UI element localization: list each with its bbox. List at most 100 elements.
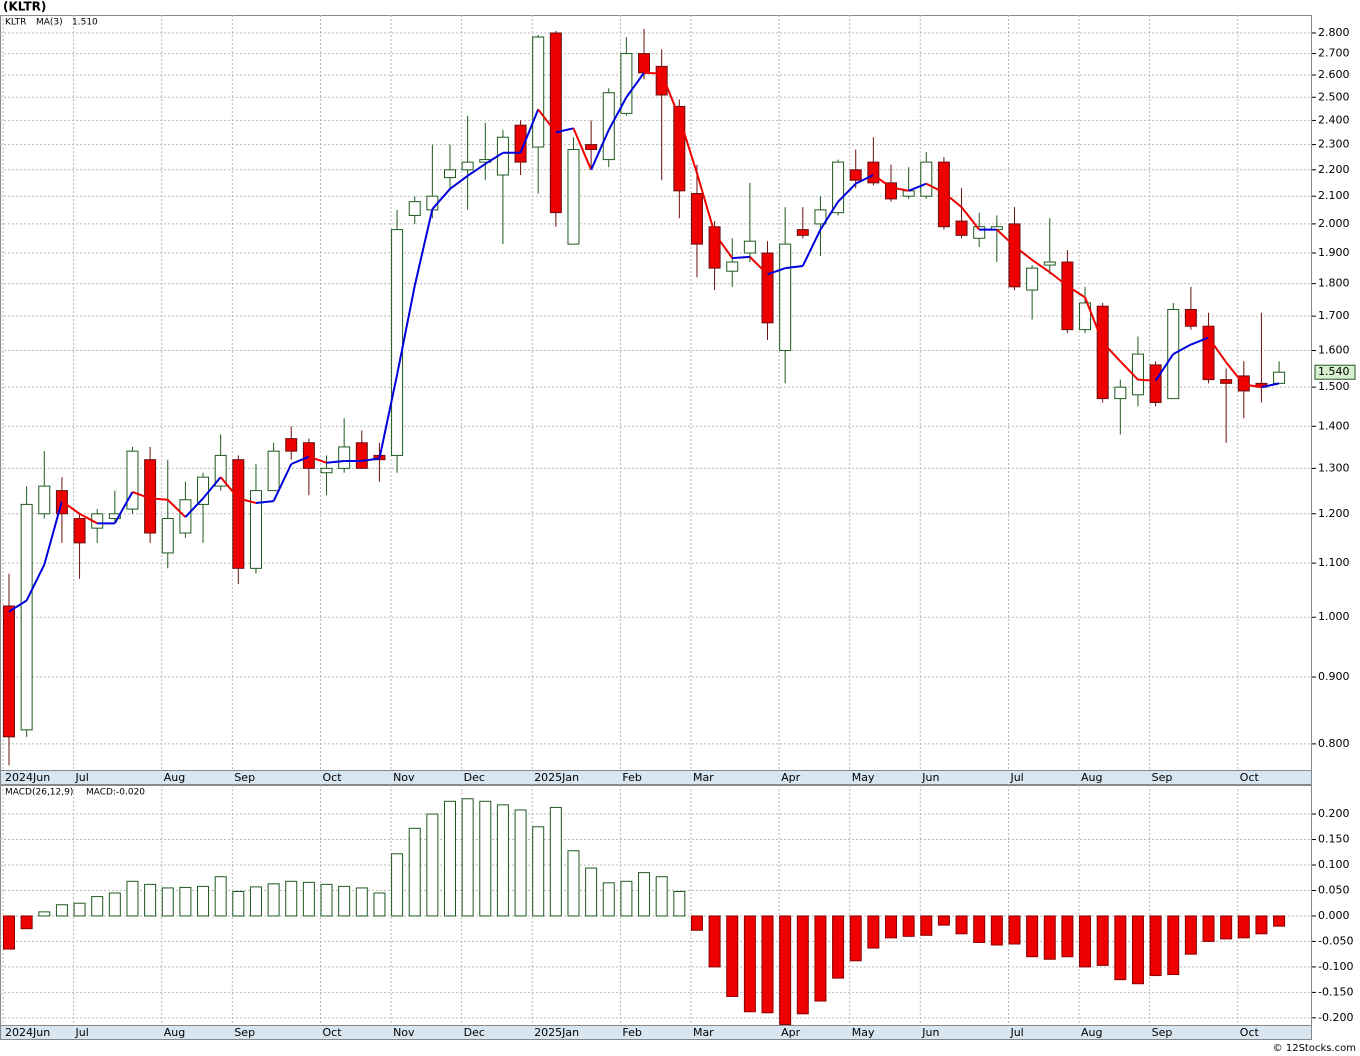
y-tick-label: 1.800 [1318,277,1350,290]
candle-body [796,229,809,236]
y-tick-label: 0.900 [1318,670,1350,683]
ma-line-segment [290,455,310,465]
ma-line-segment [767,267,786,276]
candle-body [902,190,915,197]
macd-bar [496,804,509,917]
macd-bar [1237,915,1250,939]
ma-line-segment [43,500,63,565]
y-tick-label: 2.500 [1318,90,1350,103]
ma-line-segment [184,497,204,518]
ma-line-segment [1243,383,1262,389]
candle-body [320,467,333,474]
macd-bar [1149,915,1162,977]
macd-bar [1008,915,1021,945]
x-tick-label: 2024Jun [5,1026,50,1039]
candle-body [937,161,950,228]
macd-bar [232,890,245,917]
legend-indicator: MACD(26,12,9) [5,788,73,798]
macd-bar [338,885,351,917]
ma-line-segment [925,182,945,194]
candle-body [832,161,845,214]
ma-line-segment [1031,259,1051,273]
ma-line-segment [1119,360,1139,381]
candle-body [955,220,968,236]
macd-bar [867,915,880,949]
legend-symbol: KLTR [5,18,26,28]
ma-line-segment [890,186,909,192]
x-tick-label: Sep [1152,1026,1173,1039]
macd-bar [267,883,280,917]
macd-bar [1184,915,1197,955]
ma-line-segment [855,174,874,185]
macd-bar [1273,915,1286,927]
ma-line-segment [785,265,803,270]
ma-line-segment [607,96,628,131]
candle-body [197,476,210,505]
x-tick-label: Sep [1152,771,1173,784]
x-tick-label: Sep [234,1026,255,1039]
macd-bar [726,915,739,997]
candle-body [602,92,615,161]
ma-line-segment [150,497,168,501]
x-tick-label: Mar [693,1026,714,1039]
macd-bar [885,915,897,939]
candle-body [1114,386,1127,400]
x-tick-label: Oct [1240,1026,1260,1039]
y-tick-label: 1.300 [1318,461,1350,474]
ma-line-segment [572,127,593,171]
ma-line-segment [749,256,769,276]
x-tick-label: Oct [323,1026,343,1039]
candle-body [214,454,227,487]
y-tick-label: 2.300 [1318,138,1350,151]
candle-body [391,229,404,456]
ma-line-segment [943,191,963,208]
x-axis-strip [0,1025,1312,1040]
macd-bar [214,876,227,917]
candle-body [708,226,721,269]
macd-bar [1026,915,1039,958]
x-axis-strip [0,770,1312,785]
candle-body [1079,302,1092,331]
macd-bar [973,915,986,943]
ma-line-segment [1101,341,1122,362]
candle-body [1149,364,1162,403]
ma-line-segment [113,491,134,524]
ma-line-segment [25,564,46,601]
candle-body [338,446,351,469]
ma-line-segment [219,476,240,500]
ma-line-segment [484,151,504,165]
candle-body [461,161,474,171]
candle-body [126,450,139,510]
candle-body [779,243,792,352]
ma-line-segment [272,463,293,502]
candle-body [1220,379,1233,384]
macd-bar [320,883,333,917]
candle-body [849,169,862,181]
x-tick-label: Apr [781,771,801,784]
x-tick-label: Jun [921,1026,939,1039]
ma-line-segment [801,229,822,267]
candle-body [549,32,562,214]
candle-body [743,240,756,254]
macd-bar [514,809,527,917]
y-tick-label: 0.050 [1318,883,1350,896]
ma-line-segment [1137,378,1156,382]
candle-body [920,161,933,197]
macd-bar [585,867,598,917]
y-tick-label: 1.600 [1318,344,1350,357]
ma-line-segment [996,228,1016,247]
macd-bar [673,890,686,917]
last-price-label: 1.540 [1318,365,1350,378]
candle-body [620,53,633,114]
macd-bar [920,915,933,936]
ma-line-segment [449,174,469,190]
macd-bar [779,915,792,1025]
candle-body [1026,267,1039,291]
candle-body [408,201,421,216]
ma-line-segment [519,109,540,154]
candle-body [1202,325,1215,381]
ma-line-segment [1049,271,1069,287]
ma-line-segment [837,182,857,203]
x-tick-label: Sep [234,771,255,784]
candle-body [585,144,598,151]
